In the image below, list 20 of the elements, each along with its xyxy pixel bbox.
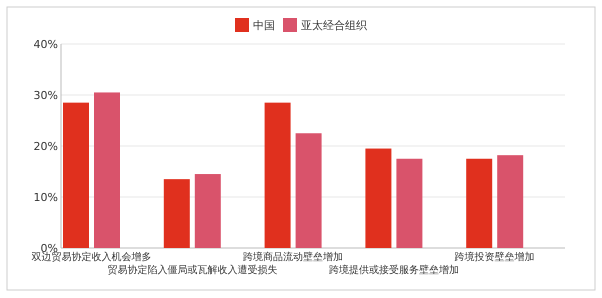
bar: [264, 102, 291, 248]
bar: [497, 155, 524, 248]
bar: [194, 174, 221, 248]
legend-label: 亚太经合组织: [301, 19, 367, 32]
y-tick-label: 40%: [34, 38, 58, 51]
bar: [164, 179, 190, 248]
y-tick-label: 20%: [34, 140, 58, 153]
x-tick-label: 跨境提供或接受服务壁垒增加: [328, 264, 459, 276]
bar: [365, 148, 392, 248]
y-tick-label: 30%: [34, 89, 58, 102]
x-tick-label: 贸易协定陷入僵局或瓦解收入遭受损失: [107, 264, 278, 276]
legend-label: 中国: [253, 19, 275, 32]
bar: [466, 158, 492, 248]
x-tick-label: 跨境商品流动壁垒增加: [243, 251, 344, 263]
bar: [94, 92, 120, 248]
bar: [296, 133, 322, 248]
x-tick-label: 跨境投资壁垒增加: [454, 251, 535, 263]
bar: [396, 158, 422, 248]
y-tick-label: 10%: [34, 191, 58, 204]
bar: [63, 102, 89, 248]
